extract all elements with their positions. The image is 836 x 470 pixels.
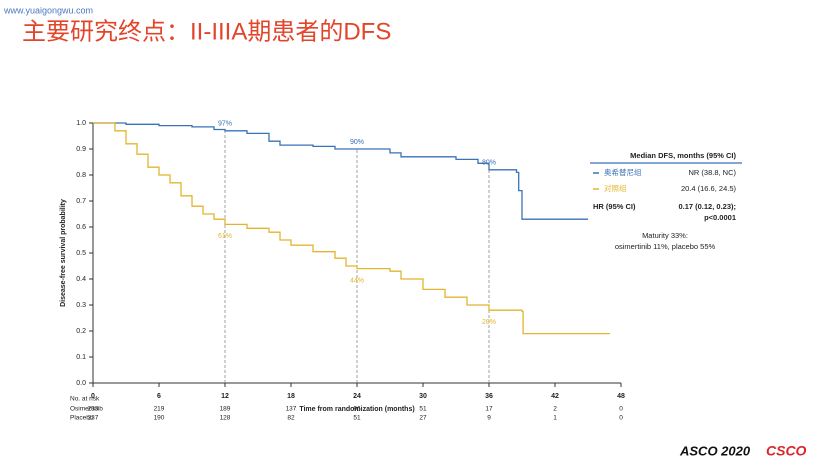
survival-curve xyxy=(93,122,588,220)
y-tick-label: 0.2 xyxy=(76,328,86,335)
x-tick-label: 18 xyxy=(287,393,295,400)
legend-median: 20.4 (16.6, 24.5) xyxy=(681,184,737,193)
y-tick-label: 0.6 xyxy=(76,224,86,231)
hr-value: 0.17 (0.12, 0.23); xyxy=(678,202,736,211)
x-tick-label: 30 xyxy=(419,393,427,400)
hr-label: HR (95% CI) xyxy=(593,202,636,211)
risk-count: 51 xyxy=(353,415,361,422)
annotation: 61% xyxy=(218,233,232,240)
slide-title: 主要研究终点：II-IIIA期患者的DFS xyxy=(22,18,391,45)
x-tick-label: 24 xyxy=(353,393,361,400)
risk-count: 51 xyxy=(419,406,427,413)
x-axis-label: Time from randomization (months) xyxy=(299,406,414,413)
x-tick-label: 48 xyxy=(617,393,625,400)
annotation: 90% xyxy=(350,139,364,146)
survival-curve xyxy=(93,122,610,335)
risk-count: 233 xyxy=(88,406,99,413)
maturity: osimertinib 11%, placebo 55% xyxy=(615,242,716,251)
legend-name: 奥希替尼组 xyxy=(604,167,642,177)
risk-count: 219 xyxy=(154,406,165,413)
watermark: www.yuaigongwu.com xyxy=(3,5,93,15)
risk-count: 0 xyxy=(619,415,623,422)
risk-count: 9 xyxy=(487,415,491,422)
y-tick-label: 0.5 xyxy=(76,250,86,257)
y-tick-label: 0.7 xyxy=(76,198,86,205)
conference: ASCO 2020 xyxy=(679,443,751,458)
legend-median: NR (38.8, NC) xyxy=(688,168,736,177)
risk-count: 189 xyxy=(220,406,231,413)
y-axis-label: Disease-free survival probability xyxy=(60,199,67,307)
risk-count: 137 xyxy=(286,406,297,413)
x-tick-label: 36 xyxy=(485,393,493,400)
y-tick-label: 1.0 xyxy=(76,120,86,127)
y-tick-label: 0.0 xyxy=(76,380,86,387)
risk-count: 82 xyxy=(287,415,295,422)
y-tick-label: 0.3 xyxy=(76,302,86,309)
annotation: 80% xyxy=(482,160,496,167)
x-tick-label: 0 xyxy=(91,393,95,400)
annotation: 44% xyxy=(350,277,364,284)
risk-title: No. at risk xyxy=(70,396,100,403)
risk-count: 96 xyxy=(353,406,361,413)
risk-count: 1 xyxy=(553,415,557,422)
y-tick-label: 0.4 xyxy=(76,276,86,283)
y-tick-label: 0.1 xyxy=(76,354,86,361)
risk-count: 237 xyxy=(88,415,99,422)
risk-count: 17 xyxy=(485,406,493,413)
risk-count: 0 xyxy=(619,406,623,413)
risk-count: 27 xyxy=(419,415,427,422)
risk-row-label: Osimertinib xyxy=(70,406,103,413)
legend-title: Median DFS, months (95% CI) xyxy=(630,151,736,160)
legend-name: 对照组 xyxy=(604,183,627,193)
y-tick-label: 0.9 xyxy=(76,146,86,153)
risk-row-label: Placebo xyxy=(70,415,94,422)
annotation: 97% xyxy=(218,121,232,128)
x-tick-label: 12 xyxy=(221,393,229,400)
risk-count: 128 xyxy=(220,415,231,422)
x-tick-label: 6 xyxy=(157,393,161,400)
maturity: Maturity 33%: xyxy=(642,231,688,240)
x-tick-label: 42 xyxy=(551,393,559,400)
risk-count: 2 xyxy=(553,406,557,413)
annotation: 28% xyxy=(482,319,496,326)
risk-count: 190 xyxy=(154,415,165,422)
y-tick-label: 0.8 xyxy=(76,172,86,179)
logo: CSCO xyxy=(766,443,807,459)
hr-value: p<0.0001 xyxy=(704,213,736,222)
